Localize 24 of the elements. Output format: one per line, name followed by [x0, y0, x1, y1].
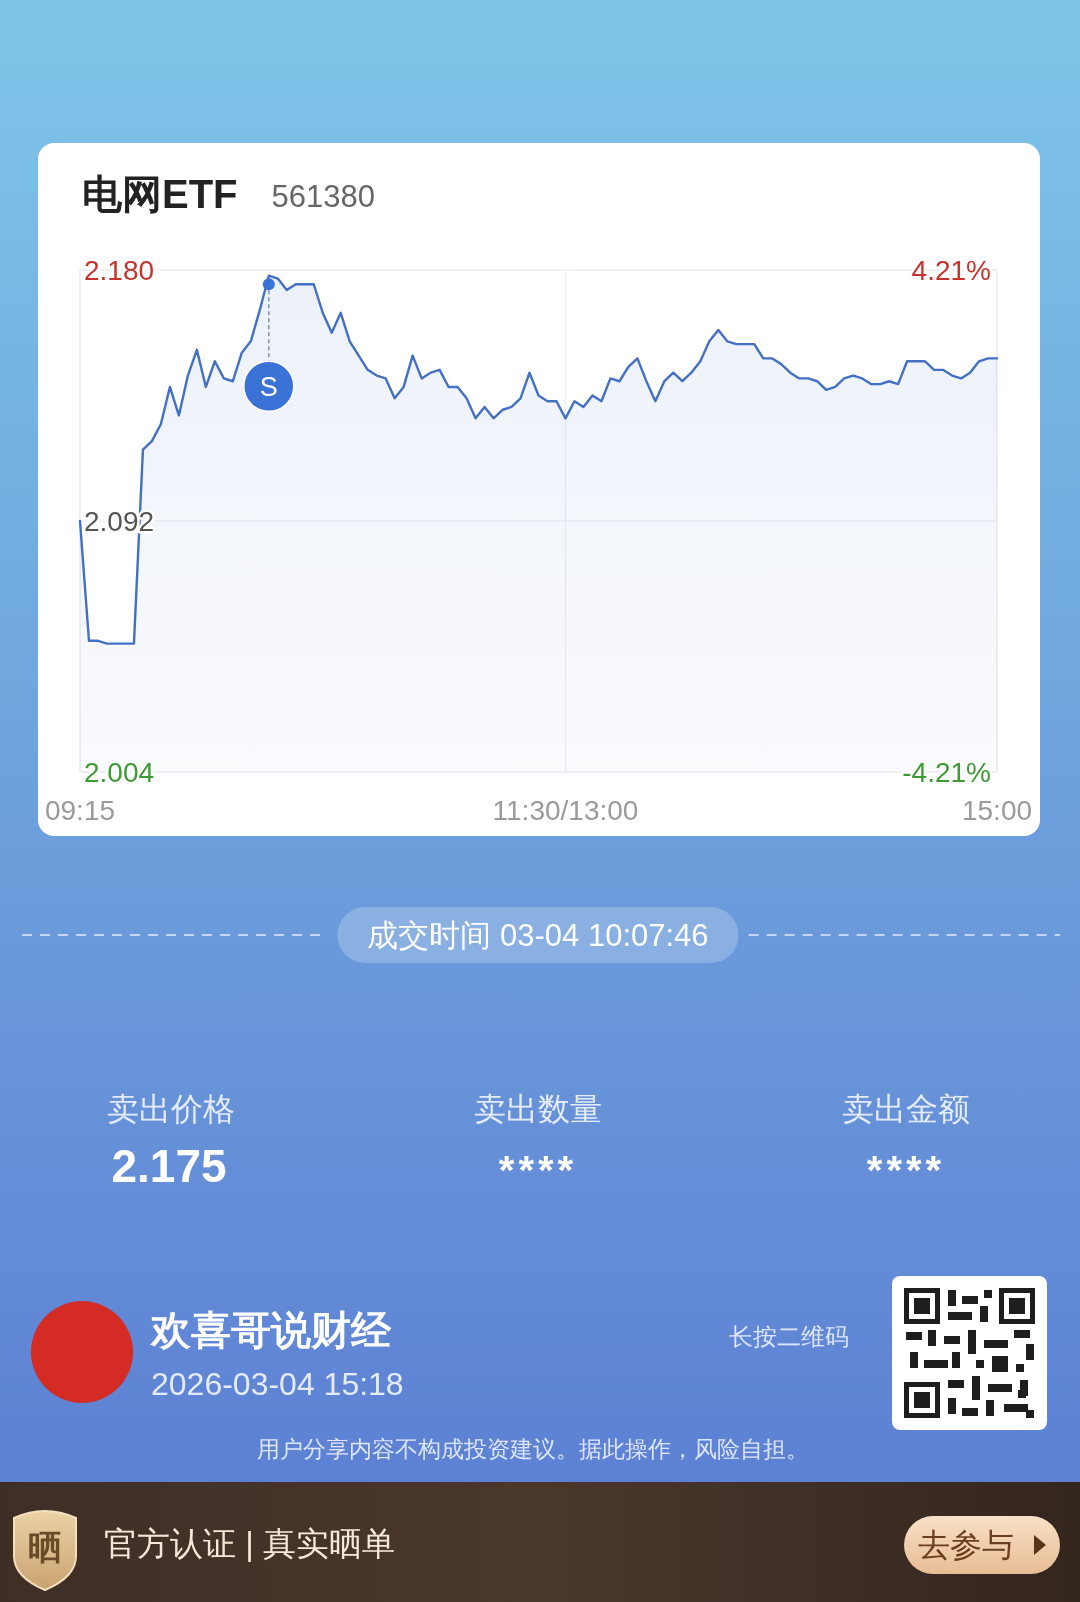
x-tick-label: 11:30/13:00 — [492, 794, 639, 826]
chart-subtitle: 561380 — [271, 178, 375, 214]
text: 2.175 — [111, 1140, 227, 1192]
text: **** — [866, 1148, 946, 1192]
chart-title: 电网ETF — [82, 172, 238, 216]
text: 卖出价格 — [107, 1091, 235, 1127]
text: 成交时间 03-04 10:07:46 — [367, 917, 709, 953]
text: 长按二维码 — [729, 1322, 849, 1350]
x-tick-label: 09:15 — [44, 794, 116, 826]
text: 卖出数量 — [474, 1091, 602, 1127]
text: 用户分享内容不构成投资建议。据此操作，风险自担。 — [257, 1436, 809, 1462]
y-tick-label: 2.004 — [84, 756, 155, 788]
text: 欢喜哥说财经 — [150, 1308, 392, 1352]
y2-tick-label: 4.21% — [911, 254, 991, 286]
y2-tick-label: -4.21% — [902, 756, 991, 788]
x-tick-label: 15:00 — [961, 794, 1033, 826]
text: **** — [498, 1148, 578, 1192]
y-tick-label: 2.180 — [84, 254, 155, 286]
text: S — [259, 372, 278, 403]
text: 晒 — [28, 1528, 62, 1566]
text: 卖出金额 — [842, 1091, 970, 1127]
text: 2026-03-04 15:18 — [151, 1366, 404, 1402]
text: 官方认证 | 真实晒单 — [104, 1524, 395, 1562]
text: 去参与 — [918, 1527, 1014, 1563]
